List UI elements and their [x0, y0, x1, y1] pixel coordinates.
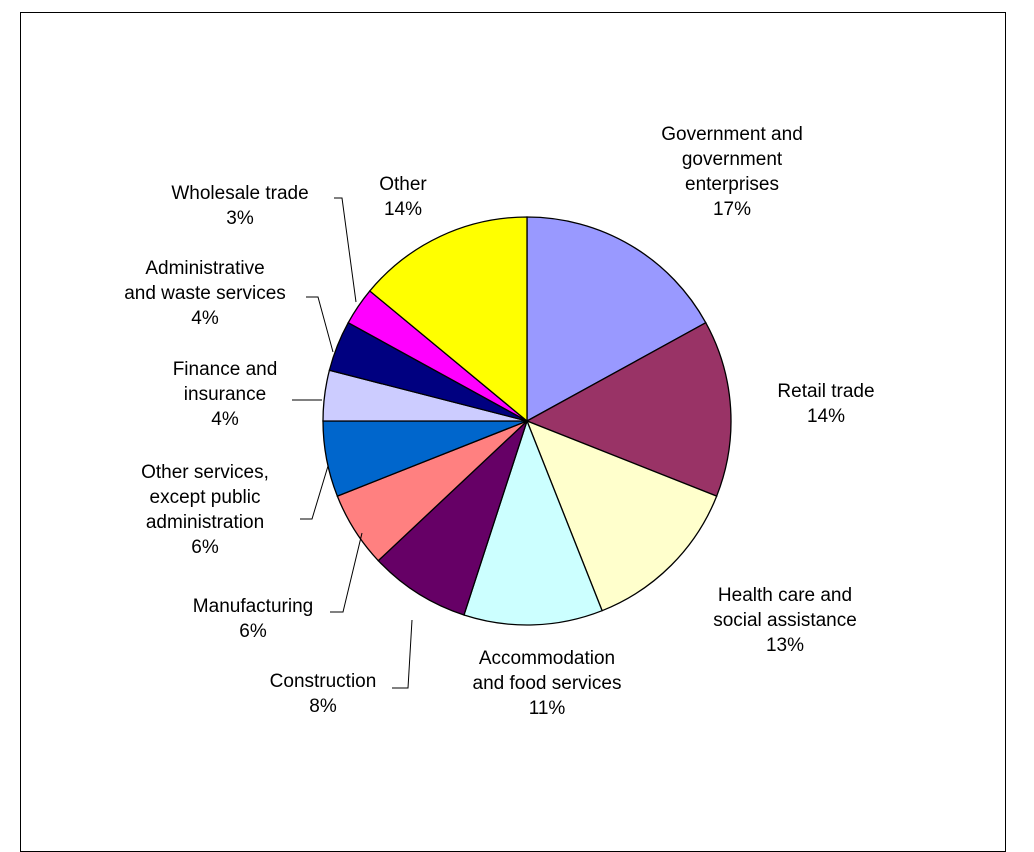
leader-line [300, 465, 329, 520]
slice-name: Other services, [141, 462, 269, 483]
slice-name: insurance [184, 384, 266, 405]
slice-name: Accommodation [479, 648, 615, 669]
slice-label: Manufacturing 6% [193, 596, 313, 642]
slice-label: Other services, except public administrati… [141, 462, 269, 558]
pie-slice [368, 216, 528, 423]
slice-percent: 6% [239, 621, 267, 642]
slice-name: Retail trade [777, 381, 874, 402]
leader-line [330, 532, 363, 613]
pie-slice [525, 419, 718, 612]
leader-line [392, 619, 413, 689]
pie-slice [377, 420, 528, 616]
slice-percent: 6% [191, 537, 219, 558]
slice-percent: 17% [713, 199, 751, 220]
slice-percent: 14% [384, 199, 422, 220]
slice-percent: 4% [191, 308, 219, 329]
slice-label: Other 14% [379, 174, 427, 220]
slice-name: administration [146, 512, 264, 533]
leader-line [334, 197, 357, 303]
slice-percent: 3% [226, 208, 254, 229]
slice-label: Accommodation and food services 11% [473, 648, 622, 719]
slice-percent: 14% [807, 406, 845, 427]
slice-name: social assistance [713, 610, 857, 631]
slice-name: Health care and [718, 585, 852, 606]
slice-percent: 13% [766, 635, 804, 656]
slice-name: Administrative [145, 258, 264, 279]
slice-name: government [682, 149, 783, 170]
slice-name: Wholesale trade [171, 183, 308, 204]
slice-label: Wholesale trade 3% [171, 183, 308, 229]
slice-label: Finance and insurance 4% [173, 359, 278, 430]
slice-name: Construction [270, 671, 377, 692]
slice-name: enterprises [685, 174, 779, 195]
slice-label: Administrative and waste services 4% [124, 258, 286, 329]
slice-percent: 11% [529, 698, 566, 719]
slice-label: Government and government enterprises 17% [661, 124, 803, 220]
slice-name: and waste services [124, 283, 286, 304]
slice-name: and food services [473, 673, 622, 694]
slice-label: Construction 8% [270, 671, 377, 717]
slice-name: Other [379, 174, 427, 195]
pie-slice [525, 321, 732, 497]
slice-percent: 8% [309, 696, 337, 717]
slice-name: Government and [661, 124, 803, 145]
slice-label: Health care and social assistance 13% [713, 585, 857, 656]
slice-name: except public [150, 487, 261, 508]
slice-name: Finance and [173, 359, 278, 380]
slice-percent: 4% [211, 409, 239, 430]
pie-chart: Government and government enterprises 17% Re… [124, 124, 874, 719]
pie-slice [526, 216, 707, 423]
leader-line [306, 296, 334, 353]
slice-label: Retail trade 14% [777, 381, 874, 427]
pie-slice [463, 419, 603, 626]
slice-name: Manufacturing [193, 596, 313, 617]
